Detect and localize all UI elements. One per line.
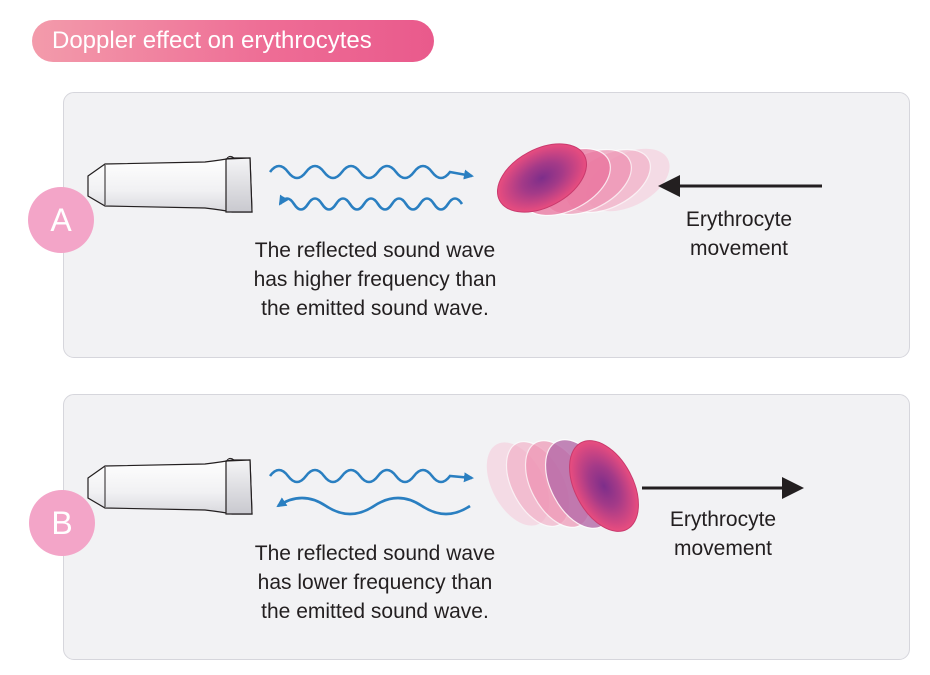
caption-line: has higher frequency than	[253, 268, 497, 291]
arrow-left-icon	[658, 175, 822, 197]
panel-b-movement-label: Erythrocyte movement	[637, 505, 809, 563]
ultrasound-probe-icon	[87, 457, 253, 515]
arrow-right-icon	[642, 477, 804, 499]
diagram-title: Doppler effect on erythrocytes	[32, 20, 434, 62]
erythrocyte-icon	[486, 439, 639, 532]
caption-line: The reflected sound wave	[254, 542, 496, 565]
sound-wave-icon	[268, 164, 474, 211]
movement-label-line: movement	[689, 237, 789, 260]
panel-a-badge: A	[28, 187, 94, 253]
caption-line: The reflected sound wave	[254, 239, 496, 262]
ultrasound-probe-icon	[87, 155, 253, 213]
panel-a	[63, 92, 910, 358]
panel-b	[63, 394, 910, 660]
caption-line: the emitted sound wave.	[261, 600, 489, 623]
movement-label-line: movement	[673, 537, 773, 560]
movement-label-line: Erythrocyte	[669, 508, 777, 531]
panel-b-caption: The reflected sound wave has lower frequ…	[195, 539, 555, 626]
movement-label-line: Erythrocyte	[685, 208, 793, 231]
caption-line: the emitted sound wave.	[261, 297, 489, 320]
panel-a-caption: The reflected sound wave has higher freq…	[195, 236, 555, 323]
caption-line: has lower frequency than	[257, 571, 493, 594]
erythrocyte-icon	[496, 143, 670, 217]
panel-b-badge: B	[29, 490, 95, 556]
panel-a-movement-label: Erythrocyte movement	[653, 205, 825, 263]
sound-wave-icon	[268, 468, 474, 516]
